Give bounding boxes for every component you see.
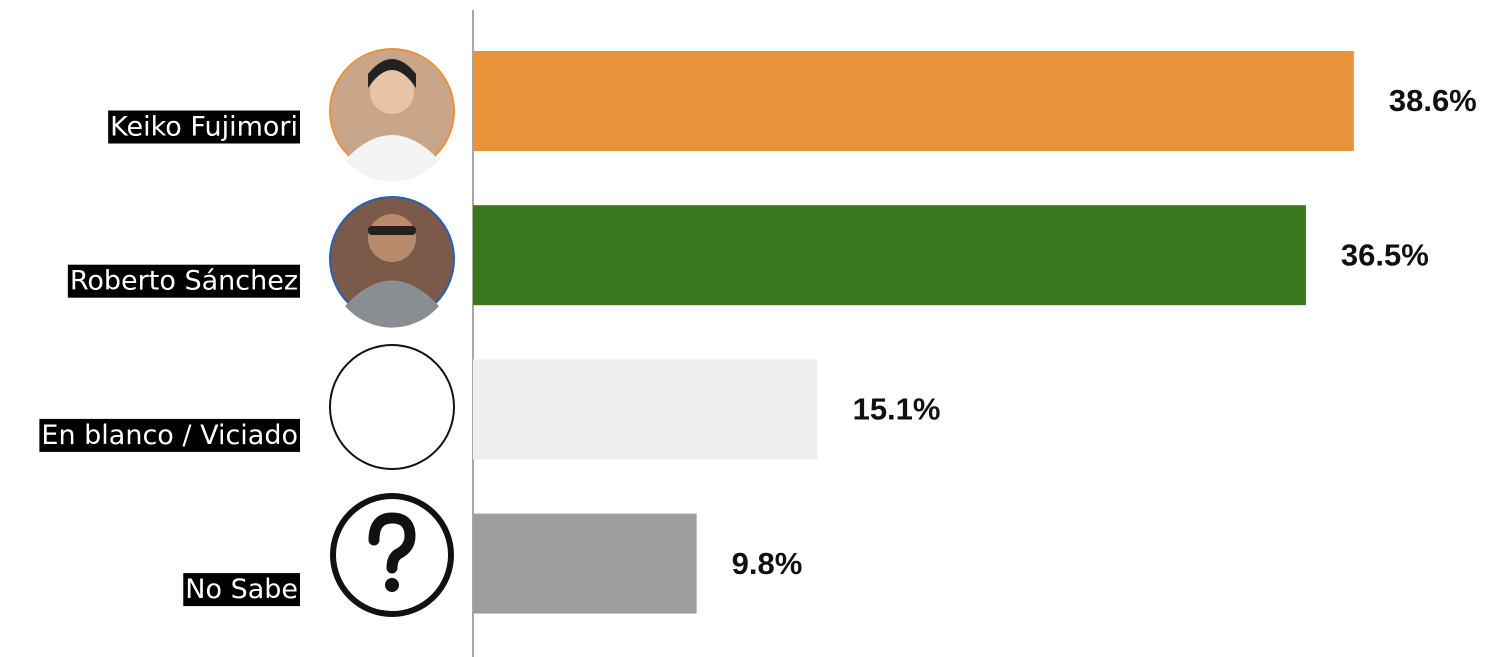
- avatar-blank: [330, 345, 454, 469]
- category-label: En blanco / Viciado: [41, 420, 298, 451]
- category-label-group: Roberto Sánchez: [68, 265, 300, 298]
- chart: 38.6% Keiko Fujimori 36.5% Roberto Sánchez 1…: [0, 0, 1500, 657]
- avatar-roberto: [330, 197, 454, 328]
- bar: [473, 51, 1354, 151]
- bar: [473, 359, 818, 459]
- bar: [473, 205, 1306, 305]
- value-label: 15.1%: [853, 392, 941, 427]
- page: 38.6% Keiko Fujimori 36.5% Roberto Sánchez 1…: [0, 0, 1500, 657]
- value-label: 36.5%: [1341, 237, 1429, 272]
- value-label: 9.8%: [732, 546, 803, 581]
- value-label: 38.6%: [1389, 83, 1477, 118]
- bar: [473, 514, 697, 614]
- category-label: Keiko Fujimori: [110, 112, 298, 143]
- category-label: No Sabe: [185, 574, 298, 605]
- category-label-group: No Sabe: [183, 573, 300, 606]
- category-label-group: Keiko Fujimori: [108, 111, 300, 144]
- category-label: Roberto Sánchez: [70, 266, 298, 297]
- avatar-keiko: [330, 49, 454, 182]
- category-label-group: En blanco / Viciado: [39, 419, 300, 452]
- avatar-unknown: [333, 496, 451, 614]
